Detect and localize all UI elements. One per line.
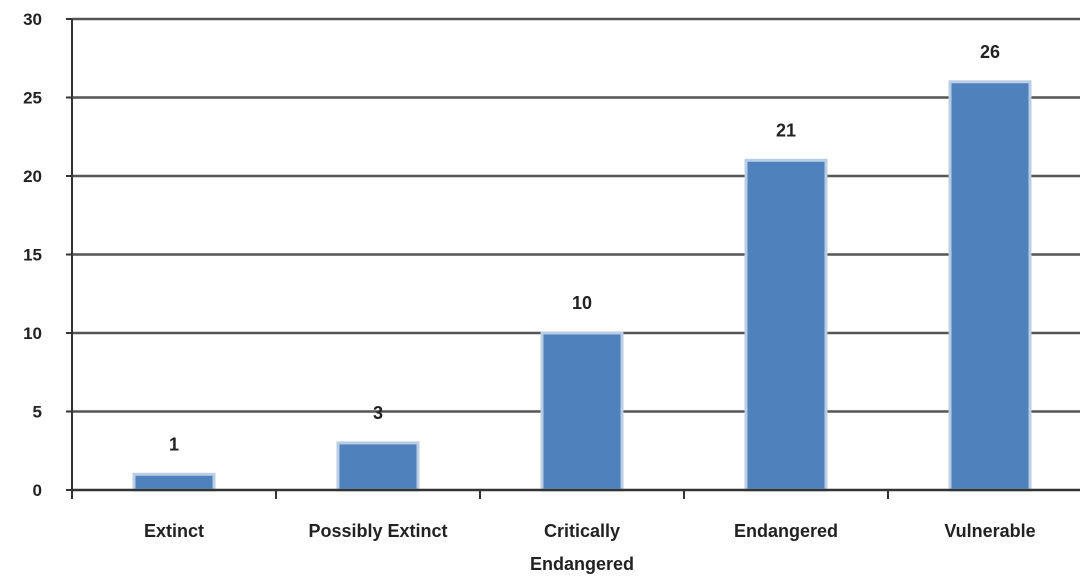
data-label: 10 xyxy=(572,293,592,313)
x-category-label: Possibly Extinct xyxy=(308,521,447,541)
y-tick-label: 30 xyxy=(23,10,42,29)
data-label: 26 xyxy=(980,42,1000,62)
data-label: 3 xyxy=(373,403,383,423)
x-axis: Extinct Possibly Extinct Critically Endange… xyxy=(71,19,1080,574)
bar-possibly-extinct xyxy=(336,441,420,492)
y-tick-label: 10 xyxy=(23,324,42,343)
x-category-label: Extinct xyxy=(144,521,204,541)
bars xyxy=(132,80,1032,492)
x-category-label: Endangered xyxy=(530,554,634,574)
y-axis-ticks: 0 5 10 15 20 25 30 xyxy=(23,10,72,500)
y-tick-label: 5 xyxy=(33,403,42,422)
bar-extinct xyxy=(132,472,216,492)
bar-endangered xyxy=(744,158,828,492)
data-labels: 1 3 10 21 26 xyxy=(169,42,1000,454)
x-category-label: Vulnerable xyxy=(944,521,1035,541)
x-category-label: Endangered xyxy=(734,521,838,541)
bar-vulnerable xyxy=(948,80,1032,492)
x-category-label: Critically xyxy=(544,521,620,541)
y-tick-label: 15 xyxy=(23,246,42,265)
data-label: 21 xyxy=(776,120,796,140)
y-tick-label: 20 xyxy=(23,167,42,186)
y-tick-label: 25 xyxy=(23,89,42,108)
data-label: 1 xyxy=(169,434,179,454)
y-tick-label: 0 xyxy=(33,481,42,500)
gridlines xyxy=(72,17,1080,413)
bar-critically-endangered xyxy=(540,331,624,492)
